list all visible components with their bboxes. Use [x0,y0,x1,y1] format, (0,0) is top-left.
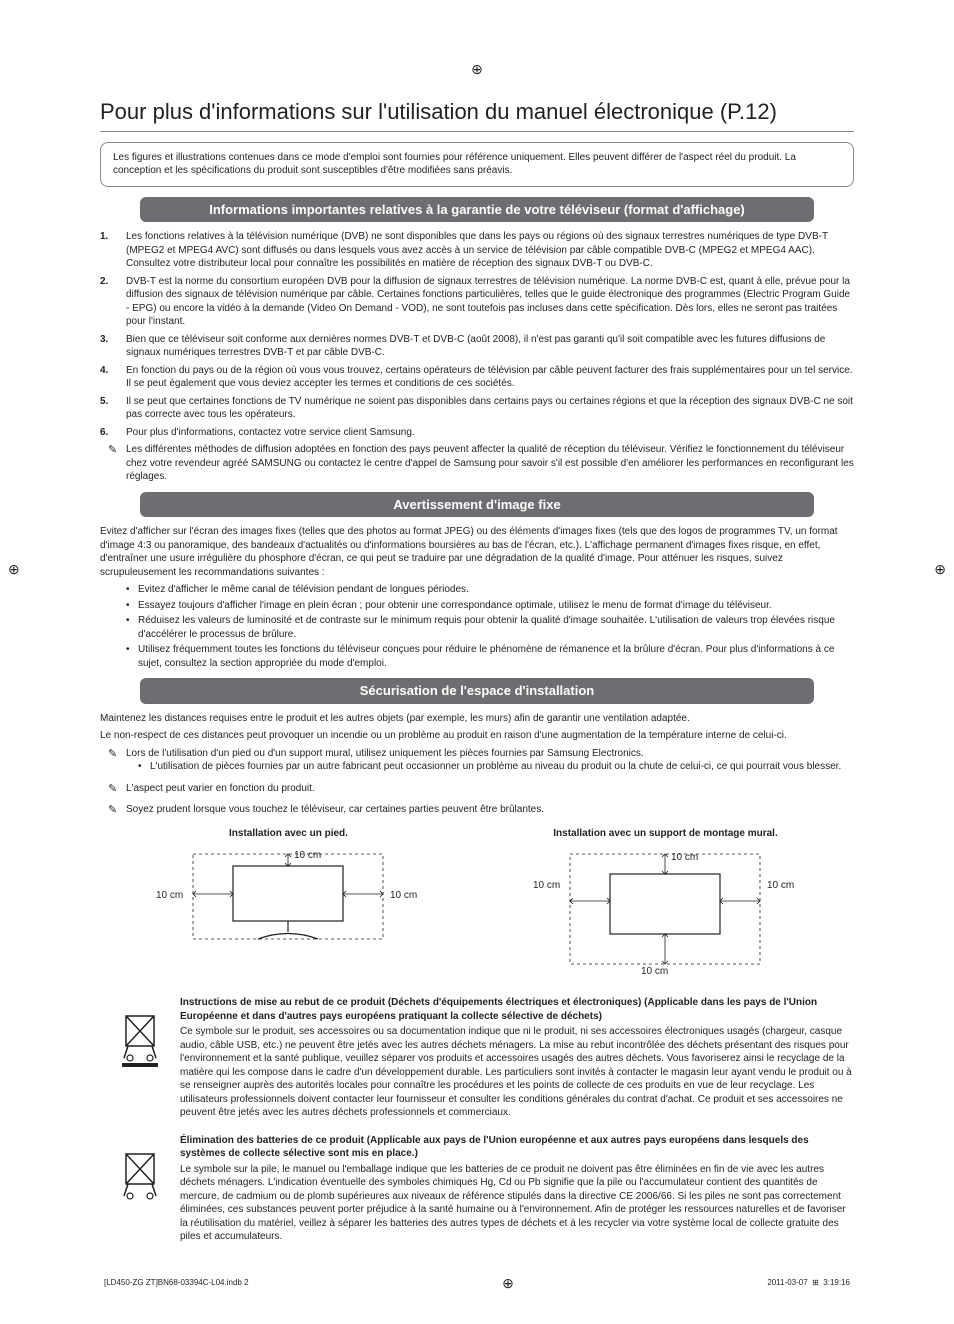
list-text: DVB-T est la norme du consortium europée… [126,276,850,328]
list-item: 5. Il se peut que certaines fonctions de … [100,395,854,422]
list-item: Evitez d'afficher le même canal de télév… [126,583,854,597]
dim-label: 10 cm [641,966,668,977]
dim-label: 10 cm [671,852,698,863]
weee-battery-body: Le symbole sur la pile, le manuel ou l'e… [180,1163,854,1244]
dim-label: 10 cm [533,880,560,891]
list-number: 1. [100,230,122,244]
note-aspect: L'aspect peut varier en fonction du prod… [100,782,854,796]
list-item: 3. Bien que ce téléviseur soit conforme a… [100,333,854,360]
note-sub-bullets: L'utilisation de pièces fournies par un … [126,760,854,774]
list-text: Bien que ce téléviseur soit conforme aux… [126,334,825,359]
warranty-list: 1. Les fonctions relatives à la télévisio… [100,230,854,439]
list-text: En fonction du pays ou de la région où v… [126,365,853,390]
page: ⊕ Pour plus d'informations sur l'utilisa… [0,0,954,1313]
list-item: L'utilisation de pièces fournies par un … [138,760,854,774]
registration-mark-left: ⊕ [8,560,20,579]
list-number: 5. [100,395,122,409]
section-bar-warranty: Informations importantes relatives à la … [140,197,814,223]
footer-sep-icon: ⊞ [812,1278,819,1287]
list-item: Réduisez les valeurs de luminosité et de… [126,614,854,641]
install-p1: Maintenez les distances requises entre l… [100,712,854,726]
fixedimage-intro: Evitez d'afficher sur l'écran des images… [100,525,854,579]
list-item: Utilisez fréquemment toutes les fonction… [126,643,854,670]
dim-label: 10 cm [294,850,321,861]
section-bar-installation: Sécurisation de l'espace d'installation [140,678,814,704]
weee-product-title: Instructions de mise au rebut de ce prod… [180,996,854,1023]
footer: [LD450-ZG ZT]BN68-03394C-L04.indb 2 ⊕ 20… [100,1274,854,1293]
list-text: Il se peut que certaines fonctions de TV… [126,396,853,421]
install-wall-title: Installation avec un support de montage … [492,827,839,841]
weee-battery-title: Élimination des batteries de ce produit … [180,1134,854,1161]
list-item: 2. DVB-T est la norme du consortium europ… [100,275,854,329]
list-item: 6. Pour plus d'informations, contactez vo… [100,426,854,440]
note-lead-text: Lors de l'utilisation d'un pied ou d'un … [126,748,644,759]
footer-date: 2011-03-07 [767,1278,807,1287]
stand-diagram: 10 cm 10 cm 10 cm [138,846,438,956]
list-number: 6. [100,426,122,440]
list-number: 4. [100,364,122,378]
page-title: Pour plus d'informations sur l'utilisati… [100,97,854,132]
installation-diagrams: Installation avec un pied. 10 cm [100,827,854,977]
list-item: Essayez toujours d'afficher l'image en p… [126,599,854,613]
footer-time: 3:19:16 [823,1278,850,1287]
weee-battery-row: Élimination des batteries de ce produit … [100,1134,854,1244]
dim-label: 10 cm [156,890,183,901]
list-text: Les fonctions relatives à la télévision … [126,231,828,269]
dim-label: 10 cm [767,880,794,891]
install-wall-col: Installation avec un support de montage … [492,827,839,977]
weee-product-text: Instructions de mise au rebut de ce prod… [180,996,854,1120]
list-item: 1. Les fonctions relatives à la télévisio… [100,230,854,271]
install-p2: Le non-respect de ces distances peut pro… [100,729,854,743]
wall-diagram: 10 cm 10 cm 10 cm 10 cm [515,846,815,976]
registration-mark-top: ⊕ [100,60,854,79]
install-stand-title: Installation avec un pied. [115,827,462,841]
registration-mark-bottom: ⊕ [502,1274,514,1293]
weee-battery-icon [100,1134,180,1244]
note-pieces: Lors de l'utilisation d'un pied ou d'un … [100,747,854,774]
dim-label: 10 cm [390,890,417,901]
list-number: 3. [100,333,122,347]
weee-battery-text: Élimination des batteries de ce produit … [180,1134,854,1244]
list-text: Pour plus d'informations, contactez votr… [126,427,415,438]
list-number: 2. [100,275,122,289]
list-item: 4. En fonction du pays ou de la région où… [100,364,854,391]
section-bar-fixedimage: Avertissement d'image fixe [140,492,814,518]
footer-right: 2011-03-07 ⊞ 3:19:16 [767,1278,850,1289]
fixedimage-bullets: Evitez d'afficher le même canal de télév… [100,583,854,670]
weee-product-icon [100,996,180,1120]
note-diffusion: Les différentes méthodes de diffusion ad… [100,443,854,484]
weee-product-body: Ce symbole sur le produit, ses accessoir… [180,1025,854,1120]
notice-box: Les figures et illustrations contenues d… [100,142,854,187]
install-stand-col: Installation avec un pied. 10 cm [115,827,462,977]
registration-mark-right: ⊕ [934,560,946,579]
note-hot: Soyez prudent lorsque vous touchez le té… [100,803,854,817]
footer-left: [LD450-ZG ZT]BN68-03394C-L04.indb 2 [104,1278,249,1289]
weee-product-row: Instructions de mise au rebut de ce prod… [100,996,854,1120]
